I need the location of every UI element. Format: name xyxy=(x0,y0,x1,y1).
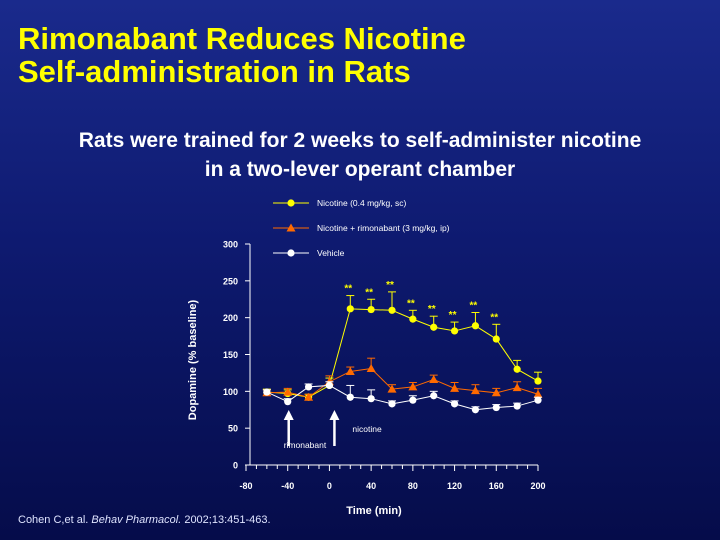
annotation-label: rimonabant xyxy=(284,440,327,450)
data-point xyxy=(283,387,293,396)
data-point xyxy=(450,400,459,408)
x-axis-label: Time (min) xyxy=(346,505,402,517)
y-axis-label: Dopamine (% baseline) xyxy=(187,299,199,420)
x-tick-label: 40 xyxy=(366,481,376,491)
citation-details: 2002;13:451-463. xyxy=(181,514,271,526)
x-tick-label: 160 xyxy=(489,481,504,491)
data-point xyxy=(470,386,480,395)
data-point xyxy=(304,383,313,391)
title-line-2: Self-administration in Rats xyxy=(18,54,411,89)
data-point xyxy=(388,306,396,314)
x-tick-label: -40 xyxy=(281,481,294,491)
slide-title: Rimonabant Reduces Nicotine Self-adminis… xyxy=(18,22,708,88)
data-point xyxy=(304,392,314,401)
legend-marker xyxy=(287,199,295,207)
data-point xyxy=(534,377,542,385)
annotation-arrowhead xyxy=(283,410,294,420)
y-tick-label: 200 xyxy=(223,313,238,323)
significance-mark: ** xyxy=(344,284,352,295)
y-tick-label: 100 xyxy=(223,387,238,397)
y-tick-label: 50 xyxy=(228,424,238,434)
subtitle-line-1: Rats were trained for 2 weeks to self-ad… xyxy=(78,129,642,152)
data-point xyxy=(430,323,438,331)
citation: Cohen C,et al. Behav Pharmacol. 2002;13:… xyxy=(18,514,271,526)
data-point xyxy=(345,366,355,375)
significance-mark: ** xyxy=(449,310,457,321)
legend-label: Vehicle xyxy=(317,248,345,258)
x-tick-label: 80 xyxy=(408,481,418,491)
citation-authors: Cohen C,et al. xyxy=(18,514,92,526)
data-point xyxy=(492,403,500,412)
data-point xyxy=(263,388,271,396)
y-tick-label: 150 xyxy=(223,350,238,360)
data-point xyxy=(367,305,375,314)
data-point xyxy=(492,335,500,343)
data-point xyxy=(388,400,396,408)
significance-mark: ** xyxy=(490,312,498,323)
legend-marker xyxy=(286,223,296,232)
data-point xyxy=(387,384,397,393)
data-point xyxy=(325,381,334,390)
annotation-arrowhead xyxy=(329,410,340,420)
subtitle-line-2: in a two-lever operant chamber xyxy=(204,158,516,181)
data-point xyxy=(471,406,480,414)
legend-marker xyxy=(287,249,295,257)
y-tick-label: 0 xyxy=(233,461,238,471)
data-point xyxy=(346,305,354,313)
data-point xyxy=(346,393,354,401)
data-point xyxy=(429,375,439,384)
data-point xyxy=(534,396,542,404)
x-tick-label: 120 xyxy=(447,481,462,491)
y-tick-label: 250 xyxy=(223,276,238,286)
data-point xyxy=(284,398,292,406)
data-point xyxy=(533,389,543,398)
data-point xyxy=(409,315,417,323)
x-tick-label: 0 xyxy=(327,481,332,491)
data-point xyxy=(367,395,375,403)
slide-subtitle: Rats were trained for 2 weeks to self-ad… xyxy=(0,126,720,184)
x-tick-label: 200 xyxy=(530,481,545,491)
data-point xyxy=(408,382,418,391)
title-line-1: Rimonabant Reduces Nicotine xyxy=(18,21,466,56)
citation-journal: Behav Pharmacol. xyxy=(91,514,182,526)
y-tick-label: 300 xyxy=(223,240,238,250)
significance-mark: ** xyxy=(407,298,415,309)
data-point xyxy=(471,322,480,330)
data-point xyxy=(409,396,417,404)
data-point xyxy=(513,402,521,410)
data-point xyxy=(366,363,376,372)
data-point xyxy=(450,383,460,392)
annotation-label: nicotine xyxy=(352,424,382,434)
data-point xyxy=(430,392,438,400)
significance-mark: ** xyxy=(470,301,478,312)
legend-label: Nicotine + rimonabant (3 mg/kg, ip) xyxy=(317,223,450,233)
data-point xyxy=(513,365,521,373)
data-point xyxy=(450,327,459,335)
data-point xyxy=(491,388,501,397)
legend-label: Nicotine (0.4 mg/kg, sc) xyxy=(317,198,406,208)
significance-mark: ** xyxy=(365,287,373,298)
x-tick-label: -80 xyxy=(239,481,252,491)
significance-mark: ** xyxy=(428,304,436,315)
data-point xyxy=(512,383,522,392)
significance-mark: ** xyxy=(386,280,394,291)
